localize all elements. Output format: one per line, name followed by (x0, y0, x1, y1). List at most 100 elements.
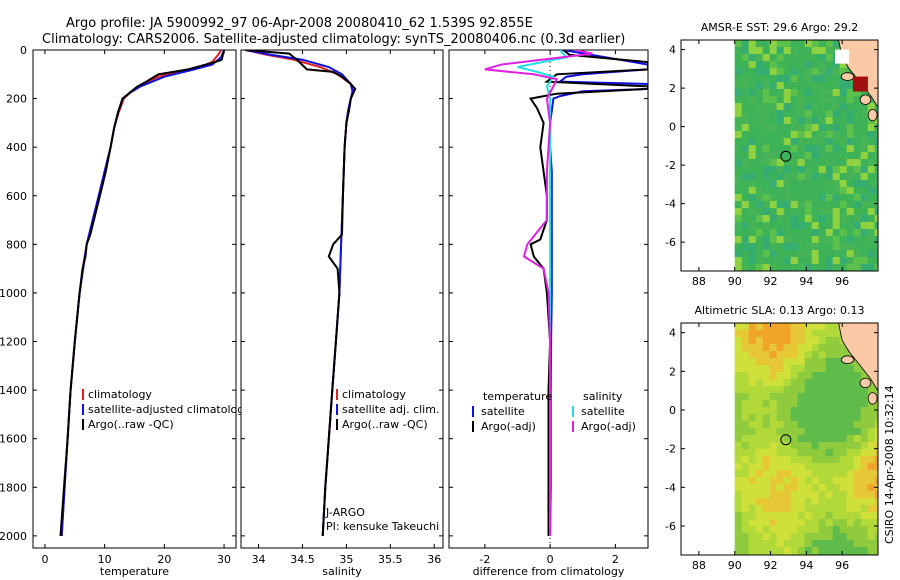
map-cell (741, 54, 750, 62)
map-cell (853, 145, 862, 153)
map-cell (818, 68, 827, 76)
map-cell (860, 173, 869, 181)
map-cell (825, 96, 834, 104)
map-cell (860, 435, 869, 443)
map-cell (797, 194, 806, 202)
map-cell (832, 491, 841, 499)
map-cell (797, 344, 806, 352)
map-cell (860, 159, 869, 167)
map-cell (734, 393, 743, 401)
map-cell (748, 477, 757, 485)
map-cell (832, 75, 841, 83)
map-cell (818, 365, 827, 373)
map-cell (776, 512, 785, 520)
map-cell (804, 442, 813, 450)
map-cell (741, 449, 750, 457)
map-cell (783, 243, 792, 251)
map-cell (853, 89, 862, 97)
map-cell (748, 463, 757, 471)
map-cell (839, 526, 848, 534)
map-cell (846, 393, 855, 401)
map-cell (783, 222, 792, 230)
map-cell (846, 208, 855, 216)
map-cell (860, 526, 869, 534)
map-cell (825, 344, 834, 352)
map-cell (811, 540, 820, 548)
map-cell (790, 393, 799, 401)
map-cell (846, 187, 855, 195)
map-cell (734, 505, 743, 513)
map-cell (839, 201, 848, 209)
map-cell (818, 173, 827, 181)
map-cell (776, 393, 785, 401)
map-cell (783, 145, 792, 153)
map-cell (783, 337, 792, 345)
map-cell (797, 407, 806, 415)
map-cell (832, 519, 841, 527)
map-cell (853, 110, 862, 118)
map-cell (832, 365, 841, 373)
map-cell (825, 505, 834, 513)
map-cell (832, 442, 841, 450)
map-cell (790, 540, 799, 548)
map-cell (867, 547, 876, 555)
map-cell (804, 124, 813, 132)
map-cell (832, 138, 841, 146)
map-cell (811, 243, 820, 251)
map-cell (776, 236, 785, 244)
map-cell (734, 386, 743, 394)
map-cell (832, 250, 841, 258)
map-cell (811, 208, 820, 216)
map-cell (860, 512, 869, 520)
map-cell (804, 54, 813, 62)
map-cell (818, 264, 827, 271)
map-cell (846, 379, 855, 387)
map-cell (741, 365, 750, 373)
map-cell (790, 344, 799, 352)
map-cell (867, 477, 876, 485)
map-cell (874, 131, 878, 139)
map-cell (867, 505, 876, 513)
map-cell (748, 449, 757, 457)
map-cell (790, 358, 799, 366)
map-cell (776, 435, 785, 443)
map-cell (839, 208, 848, 216)
map-cell (762, 456, 771, 464)
map-cell (832, 330, 841, 338)
map-cell (783, 351, 792, 359)
map-cell (755, 449, 764, 457)
map-cell (769, 250, 778, 258)
map-cell (790, 330, 799, 338)
map-cell (825, 533, 834, 541)
x-tick-label: 88 (692, 275, 706, 288)
map-cell (762, 477, 771, 485)
map-cell (825, 257, 834, 265)
map-cell (776, 124, 785, 132)
map-cell (874, 414, 878, 422)
map-cell (797, 187, 806, 195)
map-cell (762, 47, 771, 55)
x-tick-label: 2 (612, 553, 619, 566)
map-cell (797, 421, 806, 429)
map-cell (853, 159, 862, 167)
map-cell (818, 194, 827, 202)
map-cell (783, 477, 792, 485)
map-cell (762, 145, 771, 153)
map-cell (811, 484, 820, 492)
map-cell (755, 131, 764, 139)
map-cell (804, 449, 813, 457)
map-cell (734, 257, 743, 265)
map-cell (818, 159, 827, 167)
map-cell (769, 435, 778, 443)
map-cell (825, 131, 834, 139)
map-cell (734, 201, 743, 209)
map-cell (811, 344, 820, 352)
map-cell (776, 463, 785, 471)
x-tick-label: 34 (252, 553, 266, 566)
map-cell (783, 421, 792, 429)
map-cell (839, 498, 848, 506)
map-cell (832, 187, 841, 195)
header-line-1: Argo profile: JA 5900992_97 06-Apr-2008 … (66, 16, 533, 31)
series-line-4 (484, 50, 593, 536)
map-cell (811, 68, 820, 76)
